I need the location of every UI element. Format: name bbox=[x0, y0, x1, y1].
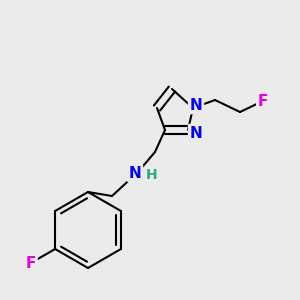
Text: N: N bbox=[129, 166, 141, 181]
Text: H: H bbox=[146, 168, 158, 182]
Text: N: N bbox=[190, 125, 202, 140]
Text: N: N bbox=[190, 98, 202, 112]
Text: F: F bbox=[258, 94, 268, 109]
Text: F: F bbox=[26, 256, 36, 271]
